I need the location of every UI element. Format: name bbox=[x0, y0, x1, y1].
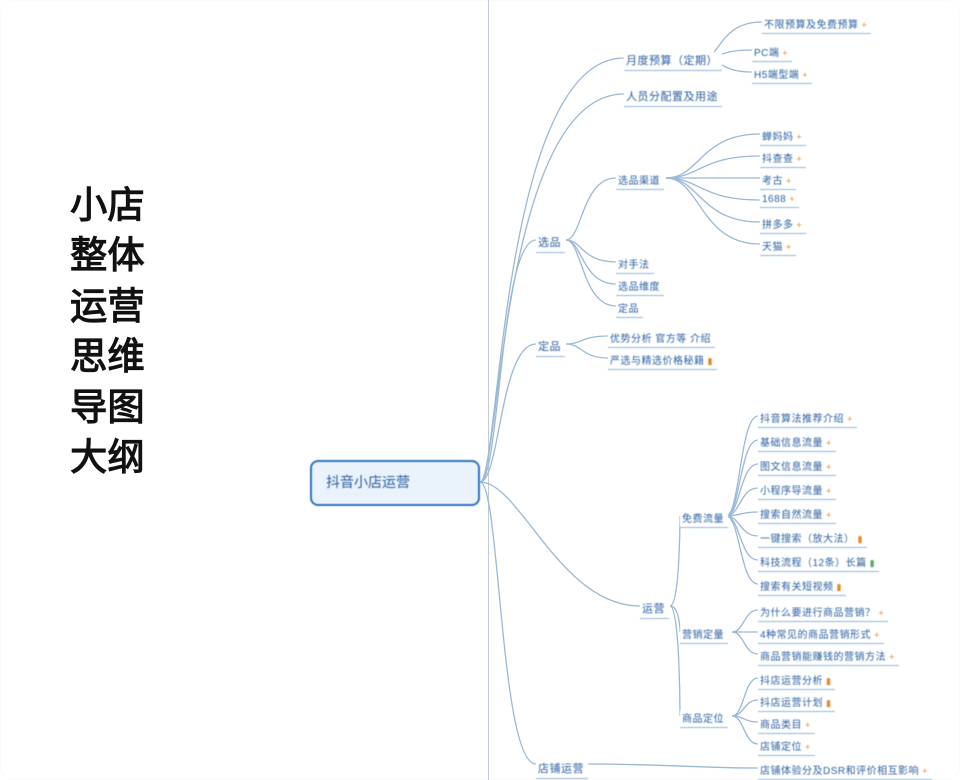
leaf-node[interactable]: 一键搜索（放大法）▮ bbox=[758, 530, 867, 548]
leaf-node[interactable]: 严选与精选价格秘籍▮ bbox=[608, 352, 717, 370]
branch-node[interactable]: 人员分配置及用途 bbox=[624, 88, 722, 107]
leaf-node[interactable]: 4种常见的商品营销形式+ bbox=[758, 626, 884, 644]
leaf-node[interactable]: 抖音算法推荐介绍+ bbox=[758, 410, 857, 428]
mindmap-canvas: 小店 整体 运营 思维 导图 大纲 抖音小店运营 月度预算（定期） 人员分配置及用… bbox=[0, 0, 960, 780]
expand-icon[interactable]: + bbox=[826, 510, 832, 520]
branch-node[interactable]: 免费流量 bbox=[680, 510, 728, 528]
center-divider bbox=[488, 0, 489, 780]
expand-icon[interactable]: + bbox=[797, 220, 803, 230]
branch-node[interactable]: 选品渠道 bbox=[616, 172, 664, 190]
branch-node[interactable]: 定品 bbox=[536, 338, 565, 357]
leaf-node[interactable]: 蝉妈妈+ bbox=[760, 128, 806, 146]
leaf-node[interactable]: 科技流程（12条）长篇▮ bbox=[758, 554, 879, 572]
expand-icon[interactable]: + bbox=[889, 652, 895, 662]
expand-icon[interactable]: ▮ bbox=[837, 582, 842, 592]
branch-node[interactable]: 月度预算（定期） bbox=[624, 52, 722, 71]
leaf-node[interactable]: 基础信息流量+ bbox=[758, 434, 836, 452]
expand-icon[interactable]: + bbox=[826, 486, 832, 496]
mindmap-root-node[interactable]: 抖音小店运营 bbox=[310, 460, 480, 506]
branch-node[interactable]: 店铺运营 bbox=[536, 760, 588, 779]
leaf-node[interactable]: 拼多多+ bbox=[760, 216, 806, 234]
leaf-node[interactable]: 抖店运营计划▮ bbox=[758, 694, 835, 712]
branch-node[interactable]: 运营 bbox=[640, 600, 669, 619]
leaf-node[interactable]: 搜索有关短视频▮ bbox=[758, 578, 846, 596]
expand-icon[interactable]: + bbox=[862, 20, 868, 30]
leaf-node[interactable]: 店铺定位+ bbox=[758, 738, 815, 756]
leaf-node[interactable]: 为什么要进行商品营销？+ bbox=[758, 604, 888, 622]
expand-icon[interactable]: + bbox=[797, 132, 803, 142]
expand-icon[interactable]: + bbox=[805, 742, 811, 752]
expand-icon[interactable]: + bbox=[789, 194, 795, 204]
leaf-node[interactable]: 图文信息流量+ bbox=[758, 458, 836, 476]
leaf-node[interactable]: 不限预算及免费预算+ bbox=[762, 16, 871, 34]
leaf-node[interactable]: 商品营销能赚钱的营销方法+ bbox=[758, 648, 899, 666]
expand-icon[interactable]: + bbox=[826, 462, 832, 472]
expand-icon[interactable]: + bbox=[786, 176, 792, 186]
expand-icon[interactable]: + bbox=[826, 438, 832, 448]
expand-icon[interactable]: ▮ bbox=[708, 356, 713, 366]
expand-icon[interactable]: + bbox=[874, 630, 880, 640]
expand-icon[interactable]: ▮ bbox=[858, 534, 863, 544]
leaf-node[interactable]: 定品 bbox=[616, 300, 643, 318]
branch-node[interactable]: 商品定位 bbox=[680, 710, 728, 728]
page-title: 小店 整体 运营 思维 导图 大纲 bbox=[70, 180, 145, 482]
leaf-node[interactable]: 商品类目+ bbox=[758, 716, 815, 734]
leaf-node[interactable]: H5端型端+ bbox=[752, 66, 812, 84]
leaf-node[interactable]: PC端+ bbox=[752, 44, 792, 62]
expand-icon[interactable]: + bbox=[782, 48, 788, 58]
expand-icon[interactable]: + bbox=[786, 242, 792, 252]
leaf-node[interactable]: 1688+ bbox=[760, 194, 799, 208]
expand-icon[interactable]: + bbox=[847, 414, 853, 424]
leaf-node[interactable]: 店铺体验分及DSR和评价相互影响+ bbox=[758, 762, 932, 780]
expand-icon[interactable]: + bbox=[802, 70, 808, 80]
expand-icon[interactable]: + bbox=[922, 766, 928, 776]
leaf-node[interactable]: 抖查查+ bbox=[760, 150, 806, 168]
expand-icon[interactable]: ▮ bbox=[870, 558, 875, 568]
leaf-node[interactable]: 抖店运营分析▮ bbox=[758, 672, 835, 690]
leaf-node[interactable]: 优势分析 官方等 介绍 bbox=[608, 330, 715, 348]
expand-icon[interactable]: + bbox=[879, 608, 885, 618]
branch-node[interactable]: 选品 bbox=[536, 234, 565, 253]
expand-icon[interactable]: + bbox=[797, 154, 803, 164]
leaf-node[interactable]: 搜索自然流量+ bbox=[758, 506, 836, 524]
root-label: 抖音小店运营 bbox=[326, 474, 410, 490]
leaf-node[interactable]: 对手法 bbox=[616, 256, 654, 274]
leaf-node[interactable]: 小程序导流量+ bbox=[758, 482, 836, 500]
expand-icon[interactable]: ▮ bbox=[826, 698, 831, 708]
leaf-node[interactable]: 天猫+ bbox=[760, 238, 796, 256]
leaf-node[interactable]: 选品维度 bbox=[616, 278, 664, 296]
leaf-node[interactable]: 考古+ bbox=[760, 172, 796, 190]
expand-icon[interactable]: + bbox=[805, 720, 811, 730]
expand-icon[interactable]: ▮ bbox=[826, 676, 831, 686]
branch-node[interactable]: 营销定量 bbox=[680, 626, 728, 644]
